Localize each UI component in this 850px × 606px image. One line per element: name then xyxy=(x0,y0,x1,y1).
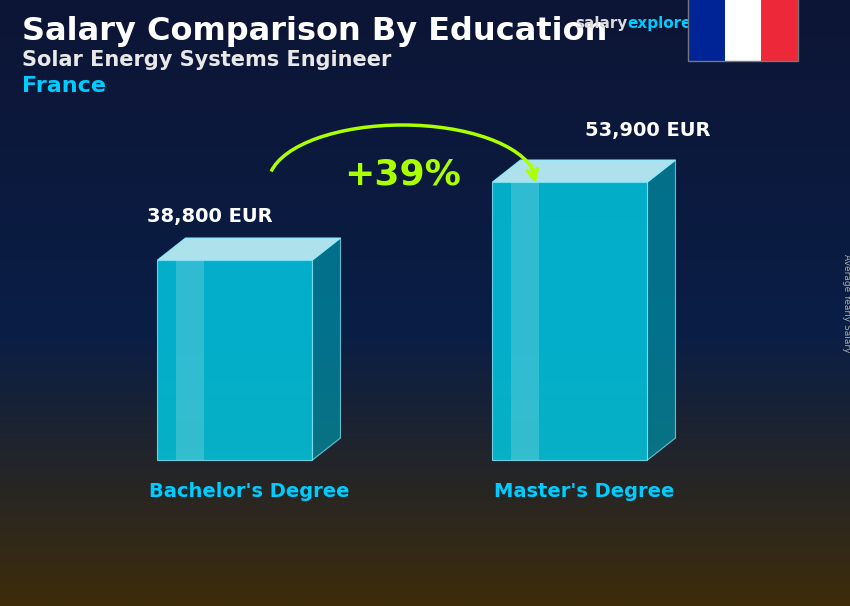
Polygon shape xyxy=(176,260,204,460)
Polygon shape xyxy=(157,260,313,460)
Text: 38,800 EUR: 38,800 EUR xyxy=(148,207,273,226)
Text: France: France xyxy=(22,76,106,96)
Text: Average Yearly Salary: Average Yearly Salary xyxy=(842,254,850,352)
Text: Solar Energy Systems Engineer: Solar Energy Systems Engineer xyxy=(22,50,391,70)
Bar xyxy=(725,0,762,61)
Polygon shape xyxy=(313,238,341,460)
Polygon shape xyxy=(492,160,676,182)
Text: 53,900 EUR: 53,900 EUR xyxy=(585,121,711,140)
Bar xyxy=(688,0,798,61)
Text: explorer.com: explorer.com xyxy=(627,16,738,31)
Text: Salary Comparison By Education: Salary Comparison By Education xyxy=(22,16,608,47)
Bar xyxy=(762,0,798,61)
Text: Master's Degree: Master's Degree xyxy=(494,482,674,501)
Polygon shape xyxy=(648,160,676,460)
Polygon shape xyxy=(492,182,648,460)
Polygon shape xyxy=(511,182,539,460)
Polygon shape xyxy=(157,238,341,260)
Bar xyxy=(688,0,725,61)
Text: salary: salary xyxy=(575,16,627,31)
Text: +39%: +39% xyxy=(344,158,461,191)
Text: Bachelor's Degree: Bachelor's Degree xyxy=(149,482,349,501)
